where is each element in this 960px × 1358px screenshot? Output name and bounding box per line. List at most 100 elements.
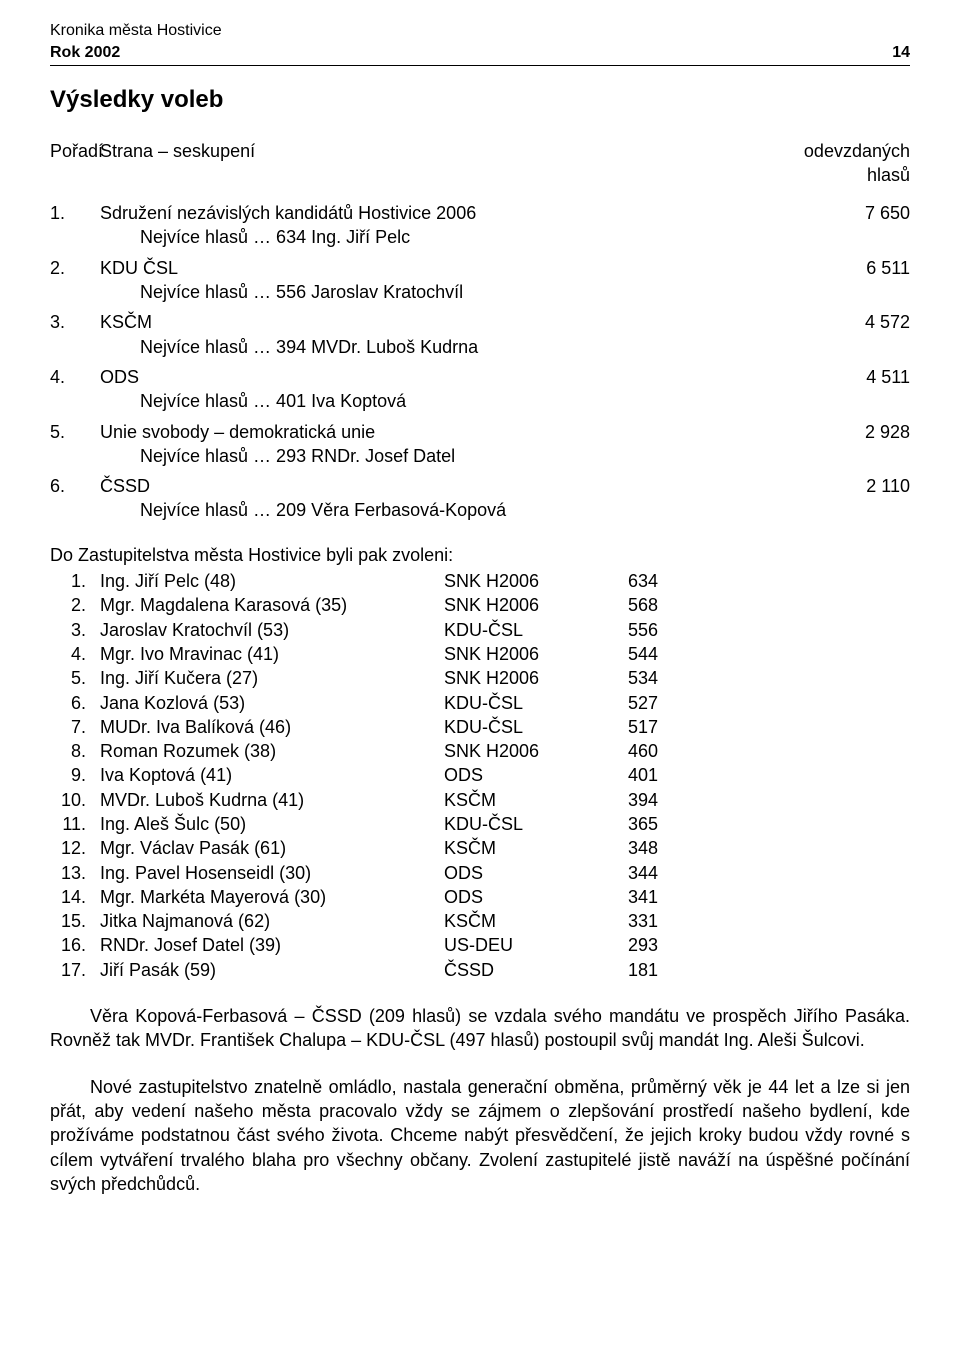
party-num: 6. bbox=[50, 474, 96, 498]
elected-party: KDU-ČSL bbox=[444, 812, 624, 836]
elected-party: US-DEU bbox=[444, 933, 624, 957]
elected-row: 7.MUDr. Iva Balíková (46)KDU-ČSL517 bbox=[50, 715, 910, 739]
party-subrow: Nejvíce hlasů … 634 Ing. Jiří Pelc bbox=[50, 225, 910, 249]
col-strana: Strana – seskupení bbox=[100, 139, 786, 188]
elected-name: Ing. Aleš Šulc (50) bbox=[100, 812, 440, 836]
party-row: 2.KDU ČSL6 511 bbox=[50, 256, 910, 280]
parties-header-row: Pořadí Strana – seskupení odevzdaných hl… bbox=[50, 139, 910, 188]
elected-name: RNDr. Josef Datel (39) bbox=[100, 933, 440, 957]
party-votes: 7 650 bbox=[790, 201, 910, 225]
elected-party: ODS bbox=[444, 885, 624, 909]
party-name: Unie svobody – demokratická unie bbox=[100, 420, 786, 444]
party-subrow: Nejvíce hlasů … 293 RNDr. Josef Datel bbox=[50, 444, 910, 468]
party-top-candidate: Nejvíce hlasů … 394 MVDr. Luboš Kudrna bbox=[100, 335, 786, 359]
elected-row: 4.Mgr. Ivo Mravinac (41)SNK H2006544 bbox=[50, 642, 910, 666]
paragraph-2-text: Nové zastupitelstvo znatelně omládlo, na… bbox=[50, 1077, 910, 1194]
party-row: 4.ODS4 511 bbox=[50, 365, 910, 389]
elected-votes: 527 bbox=[628, 691, 910, 715]
elected-row: 11.Ing. Aleš Šulc (50)KDU-ČSL365 bbox=[50, 812, 910, 836]
elected-name: Iva Koptová (41) bbox=[100, 763, 440, 787]
elected-party: SNK H2006 bbox=[444, 569, 624, 593]
elected-votes: 544 bbox=[628, 642, 910, 666]
party-subrow: Nejvíce hlasů … 556 Jaroslav Kratochvíl bbox=[50, 280, 910, 304]
elected-num: 7. bbox=[50, 715, 96, 739]
elected-name: Roman Rozumek (38) bbox=[100, 739, 440, 763]
elected-row: 12.Mgr. Václav Pasák (61)KSČM348 bbox=[50, 836, 910, 860]
elected-votes: 365 bbox=[628, 812, 910, 836]
elected-row: 3.Jaroslav Kratochvíl (53)KDU-ČSL556 bbox=[50, 618, 910, 642]
elected-votes: 344 bbox=[628, 861, 910, 885]
elected-party: ODS bbox=[444, 861, 624, 885]
elected-name: Ing. Jiří Kučera (27) bbox=[100, 666, 440, 690]
elected-num: 10. bbox=[50, 788, 96, 812]
col-hlasu: odevzdaných hlasů bbox=[790, 139, 910, 188]
elected-party: SNK H2006 bbox=[444, 739, 624, 763]
elected-votes: 568 bbox=[628, 593, 910, 617]
elected-row: 1.Ing. Jiří Pelc (48)SNK H2006634 bbox=[50, 569, 910, 593]
elected-votes: 534 bbox=[628, 666, 910, 690]
elected-row: 2.Mgr. Magdalena Karasová (35)SNK H20065… bbox=[50, 593, 910, 617]
party-name: ČSSD bbox=[100, 474, 786, 498]
party-votes: 4 511 bbox=[790, 365, 910, 389]
col-poradi: Pořadí bbox=[50, 139, 96, 188]
elected-num: 13. bbox=[50, 861, 96, 885]
elected-party: KDU-ČSL bbox=[444, 715, 624, 739]
elected-num: 6. bbox=[50, 691, 96, 715]
party-top-candidate: Nejvíce hlasů … 401 Iva Koptová bbox=[100, 389, 786, 413]
elected-row: 9.Iva Koptová (41)ODS401 bbox=[50, 763, 910, 787]
elected-num: 3. bbox=[50, 618, 96, 642]
party-name: KDU ČSL bbox=[100, 256, 786, 280]
elected-name: Mgr. Markéta Mayerová (30) bbox=[100, 885, 440, 909]
party-num: 5. bbox=[50, 420, 96, 444]
elected-votes: 341 bbox=[628, 885, 910, 909]
party-votes: 2 110 bbox=[790, 474, 910, 498]
page-title: Výsledky voleb bbox=[50, 84, 910, 116]
elected-votes: 556 bbox=[628, 618, 910, 642]
party-row: 1.Sdružení nezávislých kandidátů Hostivi… bbox=[50, 201, 910, 225]
party-row: 6.ČSSD2 110 bbox=[50, 474, 910, 498]
elected-num: 1. bbox=[50, 569, 96, 593]
elected-row: 16.RNDr. Josef Datel (39)US-DEU293 bbox=[50, 933, 910, 957]
party-top-candidate: Nejvíce hlasů … 293 RNDr. Josef Datel bbox=[100, 444, 786, 468]
elected-party: KDU-ČSL bbox=[444, 618, 624, 642]
elected-name: MUDr. Iva Balíková (46) bbox=[100, 715, 440, 739]
elected-num: 4. bbox=[50, 642, 96, 666]
elected-votes: 181 bbox=[628, 958, 910, 982]
party-subrow: Nejvíce hlasů … 394 MVDr. Luboš Kudrna bbox=[50, 335, 910, 359]
elected-num: 12. bbox=[50, 836, 96, 860]
elected-votes: 394 bbox=[628, 788, 910, 812]
elected-num: 5. bbox=[50, 666, 96, 690]
elected-name: Mgr. Ivo Mravinac (41) bbox=[100, 642, 440, 666]
elected-row: 8.Roman Rozumek (38)SNK H2006460 bbox=[50, 739, 910, 763]
party-row: 5.Unie svobody – demokratická unie2 928 bbox=[50, 420, 910, 444]
elected-num: 9. bbox=[50, 763, 96, 787]
elected-votes: 517 bbox=[628, 715, 910, 739]
elected-votes: 634 bbox=[628, 569, 910, 593]
elected-votes: 401 bbox=[628, 763, 910, 787]
party-num: 2. bbox=[50, 256, 96, 280]
parties-section: Pořadí Strana – seskupení odevzdaných hl… bbox=[50, 139, 910, 523]
elected-row: 13.Ing. Pavel Hosenseidl (30)ODS344 bbox=[50, 861, 910, 885]
elected-name: Mgr. Magdalena Karasová (35) bbox=[100, 593, 440, 617]
elected-party: ČSSD bbox=[444, 958, 624, 982]
elected-num: 11. bbox=[50, 812, 96, 836]
header-line1: Kronika města Hostivice bbox=[50, 20, 910, 42]
elected-name: Ing. Pavel Hosenseidl (30) bbox=[100, 861, 440, 885]
elected-party: SNK H2006 bbox=[444, 593, 624, 617]
party-name: ODS bbox=[100, 365, 786, 389]
header-line2: Rok 2002 14 bbox=[50, 42, 910, 64]
elected-party: KDU-ČSL bbox=[444, 691, 624, 715]
party-subrow: Nejvíce hlasů … 401 Iva Koptová bbox=[50, 389, 910, 413]
elected-party: SNK H2006 bbox=[444, 642, 624, 666]
page-number: 14 bbox=[892, 42, 910, 64]
elected-name: Jaroslav Kratochvíl (53) bbox=[100, 618, 440, 642]
elected-name: Mgr. Václav Pasák (61) bbox=[100, 836, 440, 860]
elected-list: 1.Ing. Jiří Pelc (48)SNK H20066342.Mgr. … bbox=[50, 569, 910, 982]
paragraph-1-text: Věra Kopová-Ferbasová – ČSSD (209 hlasů)… bbox=[50, 1006, 910, 1050]
party-votes: 4 572 bbox=[790, 310, 910, 334]
party-votes: 6 511 bbox=[790, 256, 910, 280]
party-top-candidate: Nejvíce hlasů … 556 Jaroslav Kratochvíl bbox=[100, 280, 786, 304]
party-num: 1. bbox=[50, 201, 96, 225]
party-num: 3. bbox=[50, 310, 96, 334]
party-row: 3.KSČM4 572 bbox=[50, 310, 910, 334]
